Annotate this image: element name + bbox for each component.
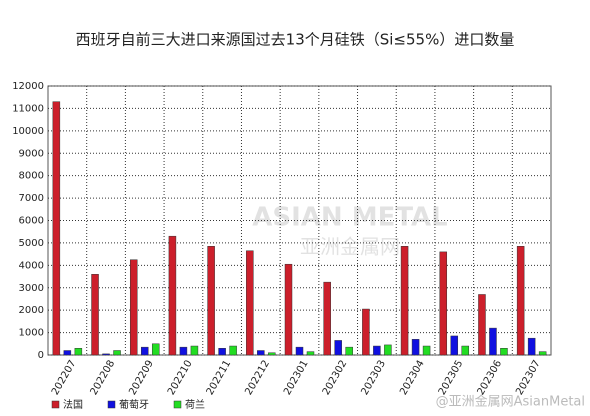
bar <box>129 259 138 356</box>
bar <box>384 344 392 356</box>
bar <box>246 250 254 356</box>
bar <box>411 339 420 356</box>
bar <box>422 345 431 356</box>
bar <box>439 251 448 356</box>
x-tick-label: 202208 <box>89 359 118 398</box>
legend-swatch <box>107 400 116 409</box>
x-tick-label: 202305 <box>437 359 466 398</box>
x-tick-label: 202207 <box>50 359 79 398</box>
bar <box>489 327 497 356</box>
x-tick-label: 202211 <box>205 359 234 398</box>
legend-swatch <box>51 400 60 409</box>
legend-label: 法国 <box>63 398 83 411</box>
bar <box>257 350 265 356</box>
bar <box>306 351 315 356</box>
x-tick-label: 202307 <box>514 359 543 398</box>
watermark: 亚洲金属网 <box>300 235 400 259</box>
bar <box>52 101 61 356</box>
legend-label: 葡萄牙 <box>119 398 149 411</box>
bar <box>102 353 110 356</box>
bar <box>373 345 381 356</box>
x-tick-label: 202303 <box>359 359 388 398</box>
bar <box>179 346 188 356</box>
bar <box>516 246 525 356</box>
legend-swatch <box>173 400 182 409</box>
y-tick-label: 4000 <box>19 260 44 271</box>
bar <box>284 263 293 356</box>
bar <box>323 281 331 356</box>
bar <box>450 335 459 356</box>
bar <box>113 350 121 356</box>
bar <box>362 308 370 356</box>
bar <box>400 246 409 356</box>
bar <box>478 294 486 356</box>
y-tick-label: 6000 <box>19 216 44 227</box>
bar <box>190 345 199 356</box>
x-tick-label: 202302 <box>321 359 350 398</box>
bar <box>63 350 72 356</box>
bar <box>461 345 470 356</box>
y-tick-label: 11000 <box>12 103 44 114</box>
credit: @亚洲金属网AsianMetal <box>436 394 585 410</box>
bar <box>140 346 149 356</box>
y-tick-label: 10000 <box>12 126 44 137</box>
x-tick-label: 202209 <box>127 359 156 398</box>
y-tick-label: 8000 <box>19 171 44 182</box>
x-tick-label: 202304 <box>398 359 427 398</box>
bar <box>345 346 353 356</box>
bar <box>207 246 215 356</box>
bar <box>538 351 547 356</box>
y-tick-label: 5000 <box>19 238 44 249</box>
y-tick-label: 1000 <box>19 328 44 339</box>
bar <box>229 345 237 356</box>
legend-label: 荷兰 <box>185 398 205 411</box>
chart-title: 西班牙自前三大进口来源国过去13个月硅铁（Si≤55%）进口数量 <box>76 31 515 49</box>
y-tick-label: 3000 <box>19 283 44 294</box>
bar <box>91 274 99 356</box>
y-tick-label: 9000 <box>19 148 44 159</box>
bar <box>268 352 276 356</box>
x-tick-label: 202210 <box>166 359 195 398</box>
bar <box>151 343 160 356</box>
bar <box>168 235 177 356</box>
watermark: ASIAN METAL <box>252 203 448 233</box>
bar <box>334 340 342 356</box>
bar <box>500 348 508 356</box>
bar <box>295 346 304 356</box>
bar <box>527 337 536 356</box>
x-tick-label: 202306 <box>476 359 505 398</box>
y-tick-label: 0 <box>38 350 44 361</box>
y-tick-label: 7000 <box>19 193 44 204</box>
bar <box>74 348 83 356</box>
x-tick-label: 202212 <box>243 359 272 398</box>
y-tick-label: 12000 <box>12 81 44 92</box>
y-tick-label: 2000 <box>19 305 44 316</box>
bar <box>218 348 226 356</box>
x-tick-label: 202301 <box>282 359 311 398</box>
